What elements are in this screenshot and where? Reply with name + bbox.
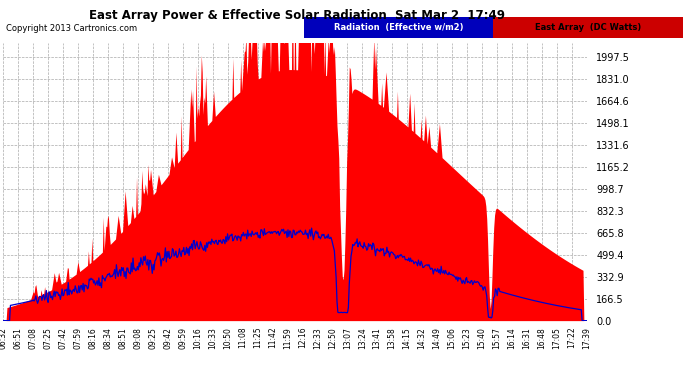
Text: Copyright 2013 Cartronics.com: Copyright 2013 Cartronics.com: [6, 24, 137, 33]
Text: East Array Power & Effective Solar Radiation  Sat Mar 2  17:49: East Array Power & Effective Solar Radia…: [89, 9, 504, 22]
Text: Radiation  (Effective w/m2): Radiation (Effective w/m2): [334, 22, 463, 32]
Bar: [493, 17, 683, 38]
Bar: [304, 17, 493, 38]
Text: East Array  (DC Watts): East Array (DC Watts): [535, 22, 641, 32]
